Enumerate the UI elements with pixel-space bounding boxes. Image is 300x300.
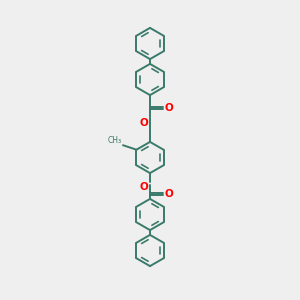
Text: O: O: [140, 118, 148, 128]
Text: O: O: [140, 182, 148, 191]
Text: CH₃: CH₃: [108, 136, 122, 145]
Text: O: O: [164, 189, 173, 199]
Text: O: O: [164, 103, 173, 113]
